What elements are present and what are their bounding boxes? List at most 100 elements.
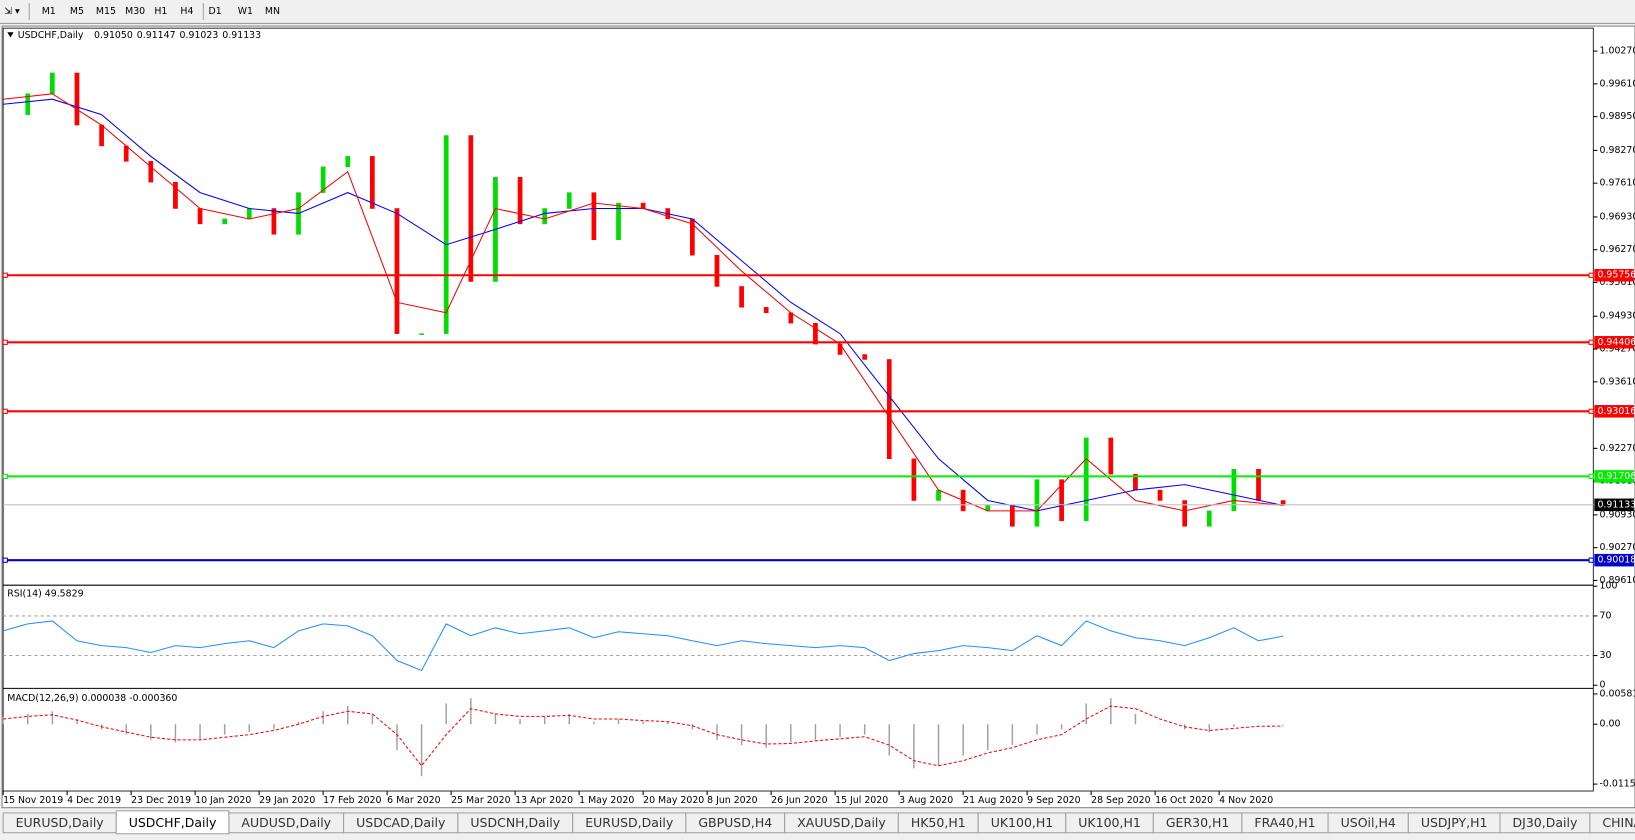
tab-label[interactable]: EURUSD,Daily bbox=[16, 815, 105, 830]
histogram-bar bbox=[470, 698, 472, 725]
tab-label[interactable]: DJ30,Daily bbox=[1513, 815, 1578, 830]
candle bbox=[443, 135, 449, 334]
y-tick-label: 100 bbox=[1600, 581, 1618, 592]
candle bbox=[1059, 479, 1064, 522]
y-tick-label: 0.90930 bbox=[1600, 509, 1635, 520]
tab-label[interactable]: EURUSD,Daily bbox=[585, 815, 674, 830]
x-tick-label: 25 Mar 2020 bbox=[451, 795, 510, 806]
histogram-bar bbox=[420, 724, 423, 777]
candle bbox=[911, 458, 917, 501]
tab-label[interactable]: FRA40,H1 bbox=[1254, 815, 1315, 830]
level-handle[interactable] bbox=[1588, 473, 1594, 479]
last-price-label: 0.91133 bbox=[1597, 499, 1635, 510]
y-tick-label: 0.94270 bbox=[1600, 344, 1635, 355]
candle bbox=[271, 208, 277, 235]
ohlc-value: 0.91050 bbox=[94, 30, 133, 41]
tab-label[interactable]: CHINA300,H1 bbox=[1602, 815, 1635, 830]
x-tick-label: 9 Sep 2020 bbox=[1027, 795, 1081, 806]
timeframe-button[interactable]: W1 bbox=[238, 6, 253, 17]
level-price-label: 0.93016 bbox=[1597, 406, 1635, 417]
tab-label[interactable]: USDCNH,Daily bbox=[470, 815, 560, 830]
tab-label[interactable]: USOil,H4 bbox=[1341, 815, 1396, 830]
histogram-bar bbox=[593, 721, 595, 725]
candle bbox=[763, 307, 769, 314]
candle bbox=[616, 202, 621, 241]
candle bbox=[813, 322, 818, 345]
x-tick-label: 15 Jul 2020 bbox=[835, 795, 888, 806]
level-price-box bbox=[1594, 268, 1634, 282]
timeframe-button[interactable]: MN bbox=[265, 6, 280, 17]
x-tick-label: 3 Aug 2020 bbox=[899, 795, 953, 806]
timeframe-button[interactable]: M30 bbox=[125, 6, 145, 17]
y-tick-label: 0.90270 bbox=[1600, 542, 1635, 553]
timeframe-button[interactable]: M5 bbox=[70, 6, 84, 17]
histogram-bar bbox=[273, 724, 275, 730]
histogram-bar bbox=[568, 713, 571, 725]
candle bbox=[1256, 468, 1261, 501]
timeframe-button[interactable]: H4 bbox=[180, 6, 193, 17]
y-tick-label: -0.01151 bbox=[1600, 779, 1635, 790]
level-handle[interactable] bbox=[2, 408, 8, 414]
histogram-bar bbox=[27, 713, 29, 725]
ohlc-value: 0.91133 bbox=[222, 30, 261, 41]
level-handle[interactable] bbox=[2, 339, 8, 345]
histogram-bar bbox=[1060, 724, 1063, 730]
histogram-bar bbox=[1233, 724, 1235, 727]
histogram-bar bbox=[1257, 723, 1260, 725]
tab-label[interactable]: USDJPY,H1 bbox=[1421, 815, 1488, 830]
level-handle[interactable] bbox=[1588, 272, 1594, 278]
tab-label[interactable]: UK100,H1 bbox=[1078, 815, 1141, 830]
histogram-bar bbox=[790, 724, 792, 743]
tab-label[interactable]: HK50,H1 bbox=[911, 815, 966, 830]
x-tick-label: 8 Jun 2020 bbox=[707, 795, 757, 806]
candle bbox=[1280, 500, 1286, 506]
candle bbox=[148, 161, 154, 183]
histogram-bar bbox=[396, 724, 398, 751]
chart-title: USDCHF,Daily bbox=[18, 30, 84, 41]
histogram-bar bbox=[1011, 724, 1014, 746]
candle bbox=[468, 135, 474, 282]
timeframe-button[interactable]: M1 bbox=[42, 6, 56, 17]
x-tick-label: 4 Dec 2019 bbox=[67, 795, 121, 806]
timeframe-button[interactable]: D1 bbox=[209, 6, 222, 17]
toolbar-icon[interactable]: ⇲ ▾ bbox=[4, 6, 20, 17]
candle bbox=[123, 145, 129, 162]
level-price-label: 0.90018 bbox=[1597, 555, 1635, 566]
level-handle[interactable] bbox=[1588, 339, 1594, 345]
candle bbox=[1083, 437, 1089, 522]
tab-label[interactable]: UK100,H1 bbox=[991, 815, 1054, 830]
histogram-bar bbox=[297, 721, 300, 725]
level-handle[interactable] bbox=[2, 272, 8, 278]
histogram-bar bbox=[150, 724, 152, 740]
candle bbox=[886, 359, 892, 460]
x-tick-label: 26 Jun 2020 bbox=[771, 795, 827, 806]
candle bbox=[197, 208, 203, 225]
candle bbox=[788, 312, 794, 324]
tab-label[interactable]: GBPUSD,H4 bbox=[698, 815, 772, 830]
level-handle[interactable] bbox=[2, 557, 8, 563]
y-tick-label: 0.00 bbox=[1600, 719, 1621, 730]
tab-label[interactable]: USDCAD,Daily bbox=[356, 815, 446, 830]
x-tick-label: 10 Jan 2020 bbox=[195, 795, 251, 806]
y-tick-label: 0.005818 bbox=[1600, 688, 1635, 699]
level-handle[interactable] bbox=[1588, 408, 1594, 414]
histogram-bar bbox=[962, 724, 964, 756]
tab-label[interactable]: USDCHF,Daily bbox=[129, 815, 217, 830]
histogram-bar bbox=[223, 724, 226, 735]
level-handle[interactable] bbox=[1588, 557, 1594, 563]
tab-label[interactable]: GER30,H1 bbox=[1166, 815, 1230, 830]
tab[interactable] bbox=[1589, 812, 1635, 834]
y-tick-label: 0.98950 bbox=[1600, 111, 1635, 122]
timeframe-button[interactable]: H1 bbox=[154, 6, 167, 17]
tab-label[interactable]: AUDUSD,Daily bbox=[241, 815, 331, 830]
menu-arrow bbox=[7, 32, 14, 38]
tab-label[interactable]: XAUUSD,Daily bbox=[797, 815, 886, 830]
histogram-bar bbox=[51, 711, 54, 725]
timeframe-button[interactable]: M15 bbox=[96, 6, 116, 17]
histogram-bar bbox=[863, 724, 866, 735]
level-price-box bbox=[1594, 470, 1634, 483]
histogram-bar bbox=[543, 716, 546, 725]
indicator-title: MACD(12,26,9) 0.000038 -0.000360 bbox=[7, 693, 177, 704]
level-handle[interactable] bbox=[2, 473, 8, 479]
